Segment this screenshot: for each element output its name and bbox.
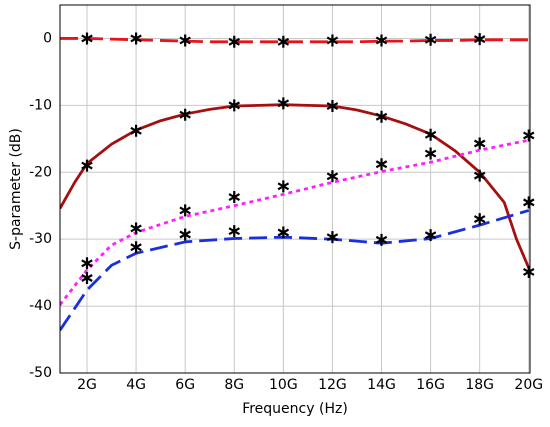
x-tick-label: 4G — [126, 377, 146, 393]
marker — [523, 129, 535, 142]
data-line — [60, 209, 530, 331]
y-tick-label: -20 — [29, 164, 52, 180]
marker — [523, 196, 535, 209]
x-tick-label: 8G — [224, 377, 244, 393]
marker — [523, 265, 535, 278]
marker — [179, 34, 191, 47]
marker — [228, 99, 241, 112]
marker — [473, 137, 486, 150]
y-tick-label: -50 — [29, 365, 52, 381]
y-axis-label: S-parameter (dB) — [8, 128, 24, 250]
marker — [473, 33, 486, 46]
marker — [473, 213, 486, 226]
marker — [375, 34, 388, 47]
marker — [473, 169, 486, 182]
marker — [277, 226, 290, 239]
marker — [326, 170, 339, 183]
marker — [228, 225, 241, 238]
marker — [424, 229, 437, 242]
marker — [81, 257, 93, 270]
marker — [179, 228, 191, 241]
marker — [375, 110, 388, 123]
y-tick-label: -30 — [29, 231, 52, 247]
marker — [130, 241, 142, 254]
marker — [277, 97, 290, 110]
data-line — [60, 138, 530, 306]
marker — [81, 159, 93, 172]
y-tick-label: -40 — [29, 298, 52, 314]
marker — [228, 35, 241, 48]
x-tick-label: 14G — [367, 377, 396, 393]
y-tick-label: 0 — [43, 30, 52, 46]
marker — [179, 108, 191, 121]
marker — [424, 147, 437, 160]
marker — [130, 222, 142, 235]
x-tick-label: 16G — [416, 377, 445, 393]
y-tick-label: -10 — [29, 97, 52, 113]
marker — [277, 180, 290, 193]
x-tick-label: 10G — [269, 377, 298, 393]
marker — [326, 34, 339, 47]
x-tick-label: 20G — [514, 377, 543, 393]
plot-frame — [59, 4, 531, 374]
marker — [81, 271, 93, 284]
data-line — [60, 103, 530, 269]
marker — [277, 35, 290, 48]
x-tick-label: 12G — [318, 377, 347, 393]
marker — [424, 128, 437, 141]
marker — [326, 100, 339, 113]
marker — [81, 32, 93, 45]
data-line — [60, 37, 529, 44]
marker — [179, 204, 191, 217]
x-tick-label: 6G — [175, 377, 195, 393]
marker — [424, 33, 437, 46]
marker — [375, 158, 388, 171]
x-axis-label: Frequency (Hz) — [242, 401, 348, 417]
marker — [375, 233, 388, 246]
x-tick-label: 2G — [77, 377, 97, 393]
marker — [228, 191, 241, 204]
marker — [130, 124, 142, 137]
x-tick-label: 18G — [465, 377, 494, 393]
marker — [326, 231, 339, 244]
marker — [130, 32, 142, 45]
